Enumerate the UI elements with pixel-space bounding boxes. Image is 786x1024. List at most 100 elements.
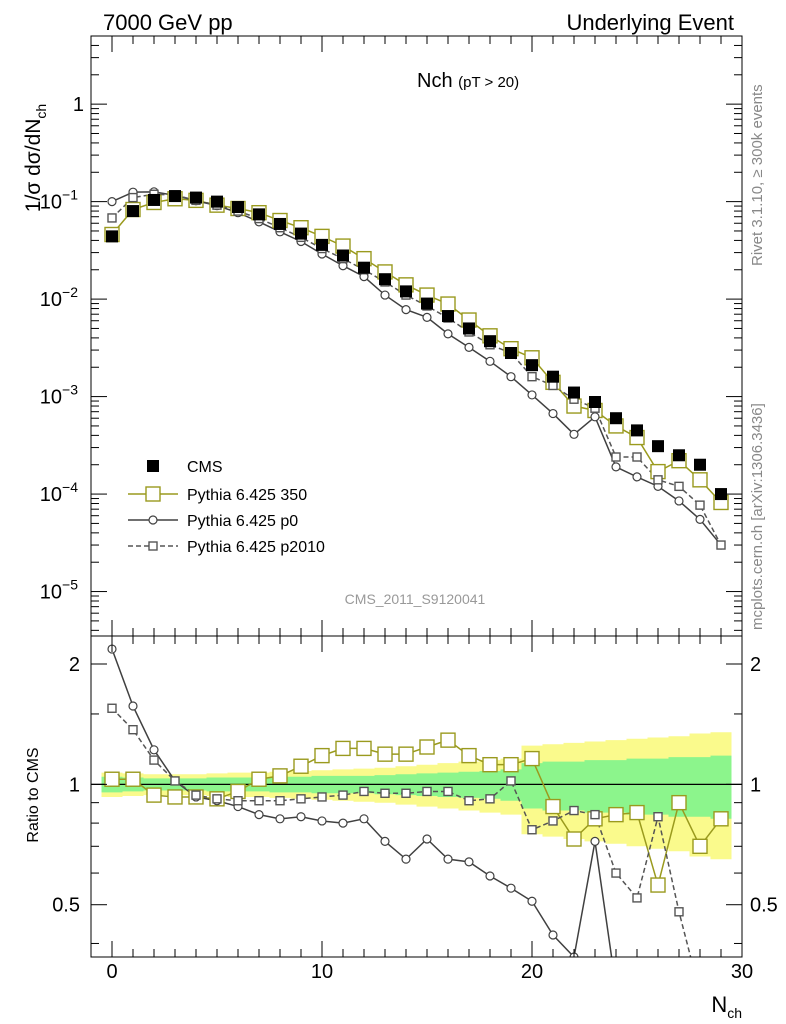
main-y-tick-base: 10 (40, 192, 62, 214)
analysis-watermark: CMS_2011_S9120041 (345, 591, 486, 607)
point-pythia-6-425-p0 (632, 472, 642, 482)
point-pythia-6-425-p0 (611, 462, 621, 472)
point-cms (631, 424, 643, 437)
ratio-point-pythia-6-425-350 (356, 740, 372, 757)
point-pythia-6-425-p0 (527, 390, 537, 400)
ratio-point-pythia-6-425-350 (335, 740, 351, 757)
legend-marker-cms (147, 460, 159, 472)
ratio-point-pythia-6-425-350 (167, 789, 183, 805)
ratio-point-pythia-6-425-p2010 (338, 790, 348, 800)
legend-marker-pythia-6-425-p2010 (148, 541, 158, 551)
point-pythia-6-425-p2010 (653, 475, 663, 485)
ratio-point-pythia-6-425-350 (272, 768, 288, 784)
ratio-point-pythia-6-425-p2010 (107, 703, 117, 713)
ratio-point-pythia-6-425-p0 (296, 812, 306, 822)
point-pythia-6-425-p2010 (128, 192, 138, 203)
ratio-point-pythia-6-425-p2010 (149, 755, 159, 765)
mcplots-citation-label: mcplots.cern.ch [arXiv:1306.3436] (749, 403, 766, 630)
legend-label-pythia-6-425-p2010: Pythia 6.425 p2010 (187, 539, 325, 556)
point-pythia-6-425-p2010 (716, 540, 726, 550)
ratio-plot-frame (90, 635, 743, 958)
ratio-point-pythia-6-425-p2010 (674, 907, 684, 917)
ratio-point-pythia-6-425-350 (692, 838, 708, 854)
x-axis-label-sub: ch (727, 1005, 742, 1021)
legend-label-pythia-6-425-p0: Pythia 6.425 p0 (187, 513, 298, 530)
main-plot-title-text: Nch (417, 70, 453, 92)
main-y-tick-label: 10−1 (40, 187, 78, 214)
main-y-axis-label-text: 1/σ dσ/dN (22, 119, 45, 213)
ratio-point-pythia-6-425-p2010 (380, 788, 390, 798)
ratio-point-pythia-6-425-350 (104, 771, 120, 787)
ratio-point-pythia-6-425-p0 (128, 701, 138, 711)
x-tick-label: 10 (311, 961, 333, 983)
ratio-point-pythia-6-425-p2010 (422, 786, 432, 797)
legend-marker-pythia-6-425-p0 (148, 515, 158, 525)
x-axis-label-text: N (711, 992, 727, 1017)
ratio-point-pythia-6-425-350 (440, 732, 456, 748)
main-y-tick-label: 10−5 (40, 577, 78, 604)
point-pythia-6-425-p0 (695, 514, 705, 524)
ratio-point-pythia-6-425-350 (671, 794, 687, 811)
x-tick-label: 30 (731, 961, 753, 983)
ratio-plot-panel: 0.5 0.51 12 20 10 20 30 Ratio to CMS Nch (25, 635, 778, 1021)
ratio-axis-ticks: 0.5 0.51 12 20 10 20 30 (52, 636, 778, 983)
ratio-point-pythia-6-425-p0 (254, 810, 264, 820)
main-plot-panel: 10−510−410−310−210−11 Nch (pT > 20) CMS_… (22, 35, 743, 637)
ratio-point-pythia-6-425-350 (503, 756, 519, 773)
point-cms (442, 310, 454, 323)
legend-marker-pythia-6-425-350 (145, 486, 161, 502)
point-pythia-6-425-350 (440, 296, 456, 312)
main-y-axis-label-sub: ch (33, 104, 49, 119)
ratio-point-pythia-6-425-p0 (485, 871, 495, 881)
point-cms (295, 227, 307, 240)
main-y-tick-exponent: −4 (62, 479, 78, 495)
ratio-point-pythia-6-425-350 (629, 804, 645, 821)
ratio-point-pythia-6-425-350 (251, 771, 267, 787)
ratio-point-pythia-6-425-p2010 (233, 796, 243, 806)
point-pythia-6-425-p2010 (674, 481, 684, 492)
ratio-point-pythia-6-425-p2010 (170, 776, 180, 786)
point-pythia-6-425-p0 (674, 496, 684, 506)
point-pythia-6-425-p2010 (632, 452, 642, 462)
ratio-point-pythia-6-425-p2010 (569, 805, 579, 816)
point-pythia-6-425-350 (692, 472, 708, 488)
point-cms (505, 346, 517, 359)
ratio-point-pythia-6-425-350 (713, 811, 729, 827)
ratio-point-pythia-6-425-p2010 (653, 812, 663, 822)
point-pythia-6-425-p0 (401, 305, 411, 315)
point-cms (379, 273, 391, 286)
ratio-point-pythia-6-425-p0 (359, 814, 369, 824)
main-y-tick-base: 10 (40, 484, 62, 506)
point-cms (274, 217, 286, 230)
point-cms (190, 191, 202, 204)
header-right-label: Underlying Event (566, 10, 734, 35)
x-tick-label: 0 (106, 961, 117, 983)
ratio-point-pythia-6-425-p2010 (401, 788, 411, 798)
point-pythia-6-425-p0 (380, 290, 390, 300)
ratio-point-pythia-6-425-350 (293, 758, 309, 774)
ratio-y-tick-label-left: 1 (69, 774, 80, 796)
ratio-plot-marks (91, 644, 742, 997)
ratio-point-pythia-6-425-p2010 (275, 796, 285, 806)
ratio-point-pythia-6-425-p2010 (485, 794, 495, 804)
ratio-point-pythia-6-425-p2010 (317, 792, 327, 802)
point-cms (127, 205, 139, 218)
ratio-point-pythia-6-425-350 (125, 771, 141, 787)
point-pythia-6-425-p0 (443, 329, 453, 339)
main-y-tick-base: 10 (40, 582, 62, 604)
ratio-point-pythia-6-425-p0 (633, 989, 641, 997)
main-y-tick-base: 10 (40, 387, 62, 409)
ratio-point-pythia-6-425-p2010 (696, 989, 704, 997)
ratio-point-pythia-6-425-p2010 (611, 868, 621, 878)
main-plot-title: Nch (pT > 20) (417, 70, 519, 92)
point-cms (169, 190, 181, 203)
ratio-y-axis-label: Ratio to CMS (25, 747, 42, 842)
ratio-y-tick-label-left: 2 (69, 654, 80, 676)
ratio-point-pythia-6-425-p0 (696, 989, 704, 997)
ratio-point-pythia-6-425-p2010 (506, 776, 516, 786)
point-cms (106, 230, 118, 243)
rivet-version-label: Rivet 3.1.10, ≥ 300k events (749, 84, 766, 266)
point-pythia-6-425-p0 (506, 372, 516, 382)
point-cms (316, 238, 328, 251)
